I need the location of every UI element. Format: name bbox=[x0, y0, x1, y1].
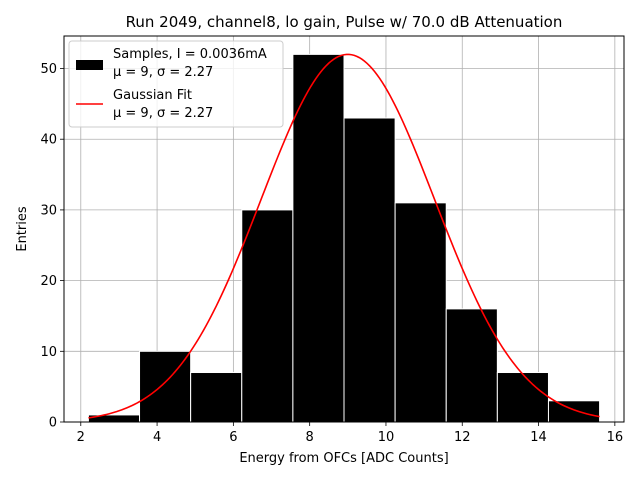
y-tick-label: 40 bbox=[40, 133, 57, 148]
x-tick-label: 2 bbox=[77, 430, 85, 445]
y-tick-label: 50 bbox=[40, 62, 57, 77]
legend: Samples, I = 0.0036mA μ = 9, σ = 2.27 Ga… bbox=[68, 40, 284, 128]
gaussian-fit-curve bbox=[88, 53, 600, 419]
legend-box bbox=[68, 40, 284, 128]
legend-fit-label: Gaussian Fit bbox=[113, 88, 192, 103]
x-tick-label: 8 bbox=[306, 430, 314, 445]
legend-samples-stats: μ = 9, σ = 2.27 bbox=[113, 65, 213, 80]
x-tick-label: 14 bbox=[530, 430, 547, 445]
y-tick-label: 20 bbox=[40, 274, 57, 289]
x-axis-title: Energy from OFCs [ADC Counts] bbox=[239, 451, 448, 466]
y-tick-label: 0 bbox=[49, 416, 57, 431]
x-tick-label: 10 bbox=[378, 430, 395, 445]
chart-title: Run 2049, channel8, lo gain, Pulse w/ 70… bbox=[126, 13, 563, 31]
histogram-bar bbox=[343, 117, 396, 423]
histogram-bar bbox=[241, 209, 294, 423]
histogram-bar bbox=[445, 308, 498, 423]
y-axis-ticks: 0 10 20 30 40 50 bbox=[40, 62, 64, 431]
x-axis-ticks: 2 4 6 8 10 12 14 16 bbox=[77, 422, 623, 445]
x-tick-label: 4 bbox=[153, 430, 161, 445]
histogram-bar bbox=[190, 372, 243, 423]
y-tick-label: 10 bbox=[40, 345, 57, 360]
legend-fit-stats: μ = 9, σ = 2.27 bbox=[113, 106, 213, 121]
y-axis-title: Entries bbox=[15, 206, 30, 252]
x-tick-label: 12 bbox=[454, 430, 471, 445]
histogram-bar bbox=[547, 400, 601, 423]
x-tick-label: 16 bbox=[607, 430, 624, 445]
x-tick-label: 6 bbox=[229, 430, 237, 445]
plot-frame bbox=[63, 35, 625, 423]
legend-bar-swatch bbox=[76, 60, 103, 70]
histogram-bar bbox=[394, 202, 447, 423]
histogram-bar bbox=[496, 372, 549, 423]
histogram-bar bbox=[292, 53, 345, 423]
y-tick-label: 30 bbox=[40, 203, 57, 218]
legend-samples-label: Samples, I = 0.0036mA bbox=[113, 47, 267, 62]
